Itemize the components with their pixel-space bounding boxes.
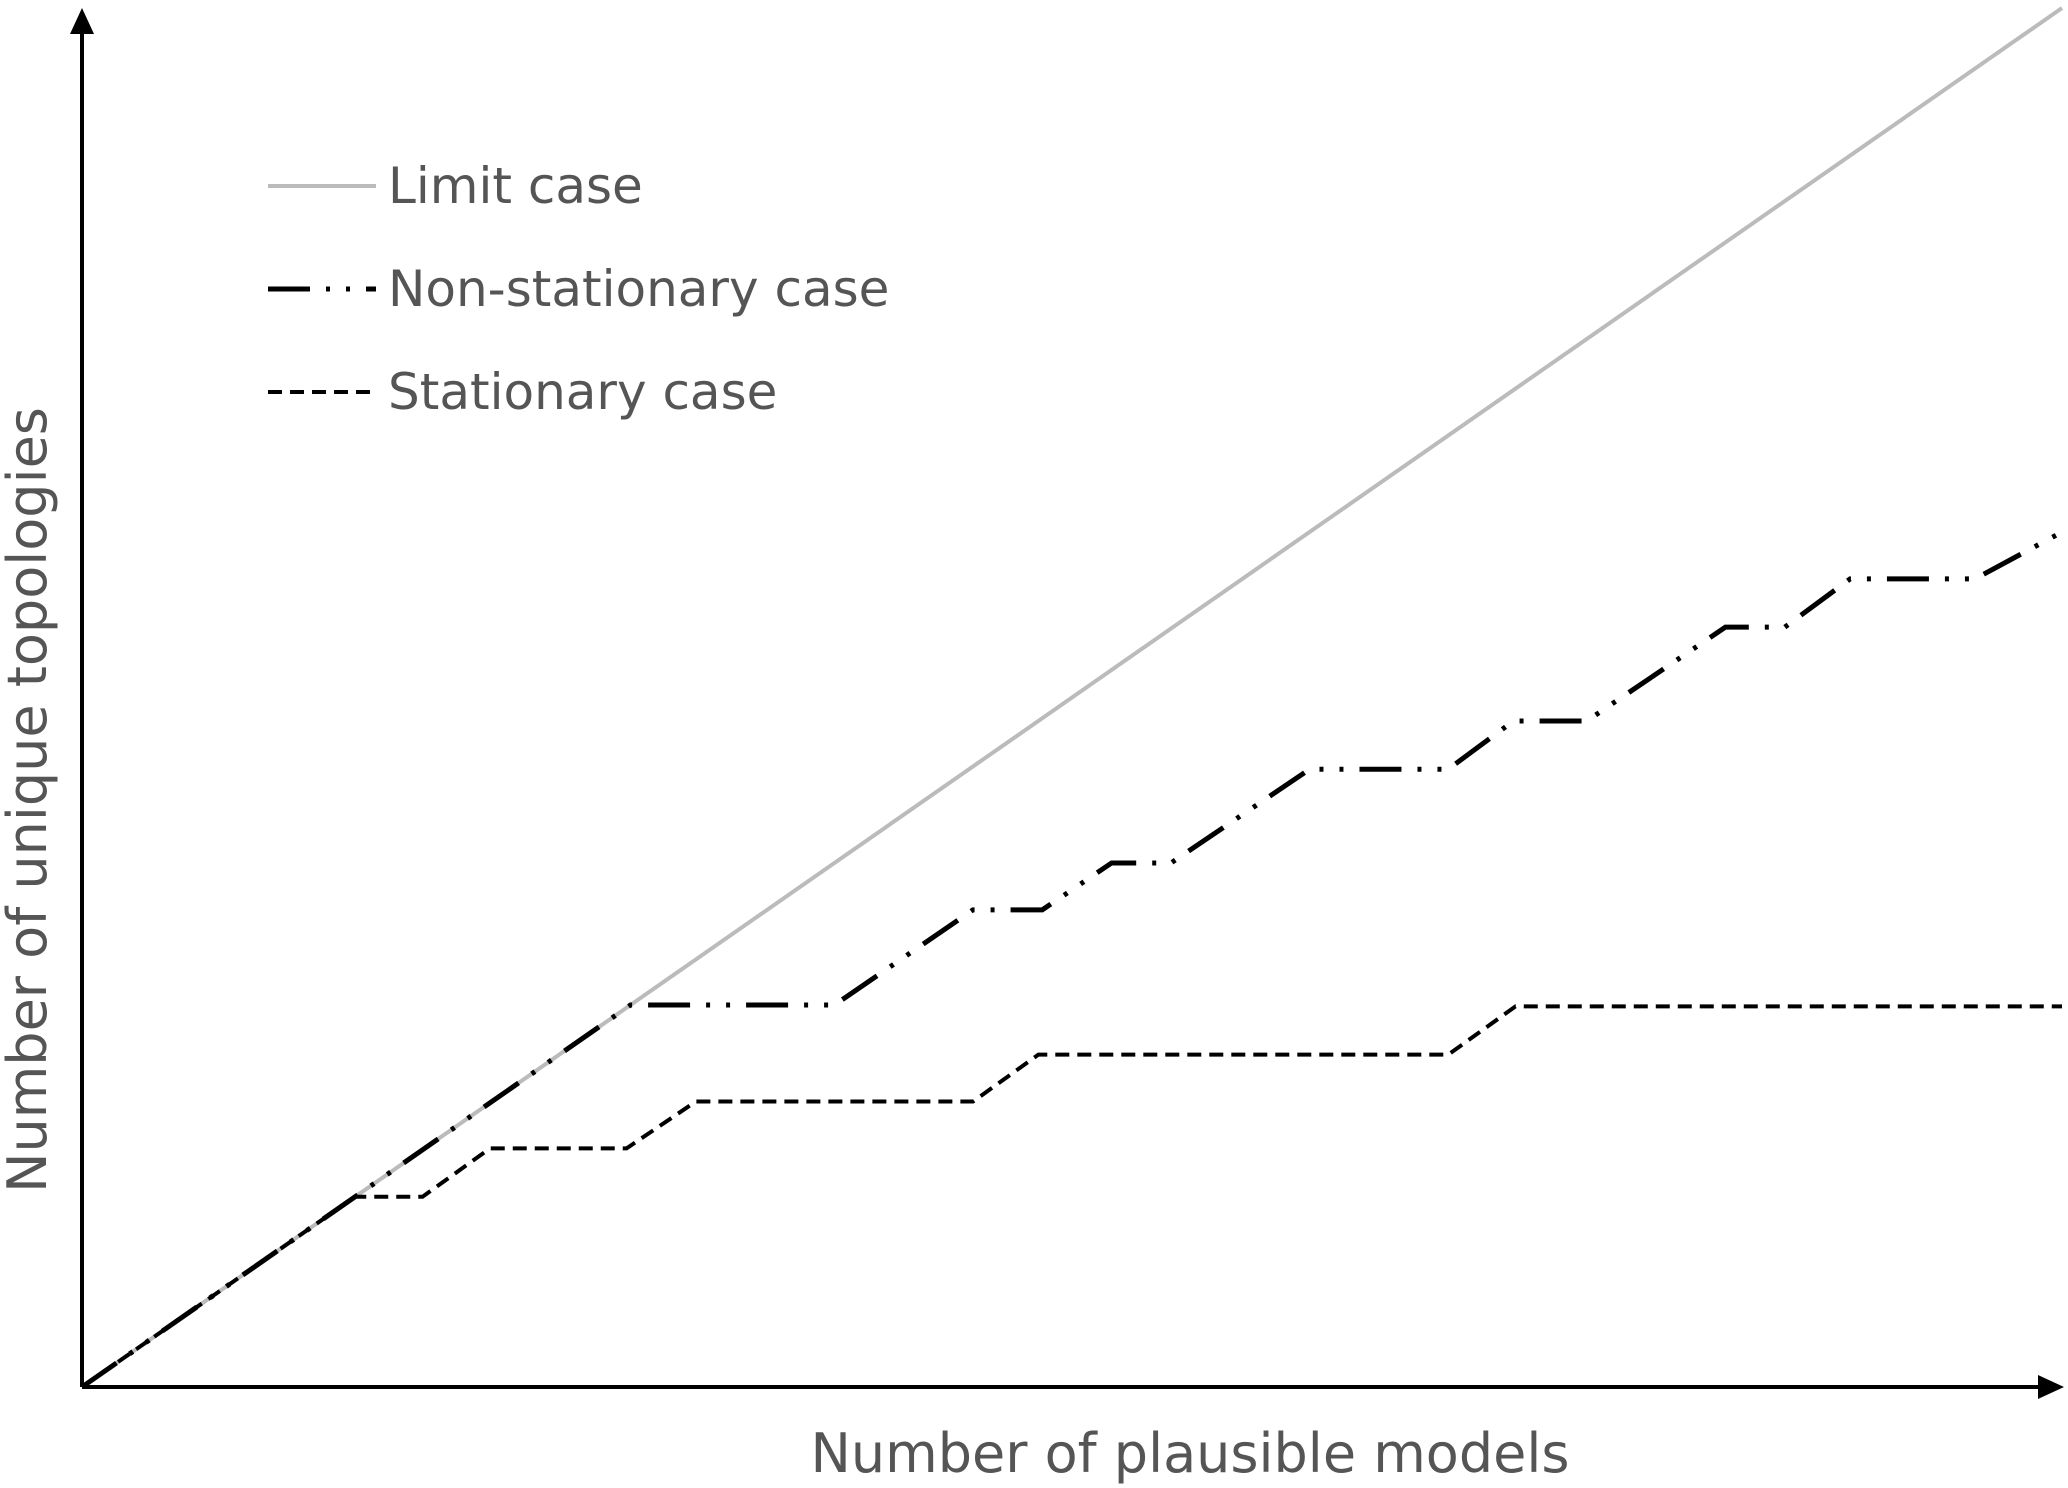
legend-label-1: Limit case: [388, 157, 643, 215]
y-axis-arrow-icon: [70, 8, 94, 34]
series-layer: [80, 6, 2064, 1390]
y-axis-title: Number of unique topologies: [0, 407, 59, 1193]
series-line-3: [80, 1004, 2062, 1389]
legend-label-2: Non-stationary case: [388, 260, 889, 318]
legend-label-3: Stationary case: [388, 363, 777, 421]
series-line-1: [80, 6, 2064, 1389]
x-axis-title: Number of plausible models: [811, 1422, 1570, 1485]
x-axis-arrow-icon: [2038, 1375, 2064, 1399]
legend: Limit case Non-stationary case Stationary …: [268, 157, 889, 421]
series-line-2: [80, 529, 2064, 1390]
